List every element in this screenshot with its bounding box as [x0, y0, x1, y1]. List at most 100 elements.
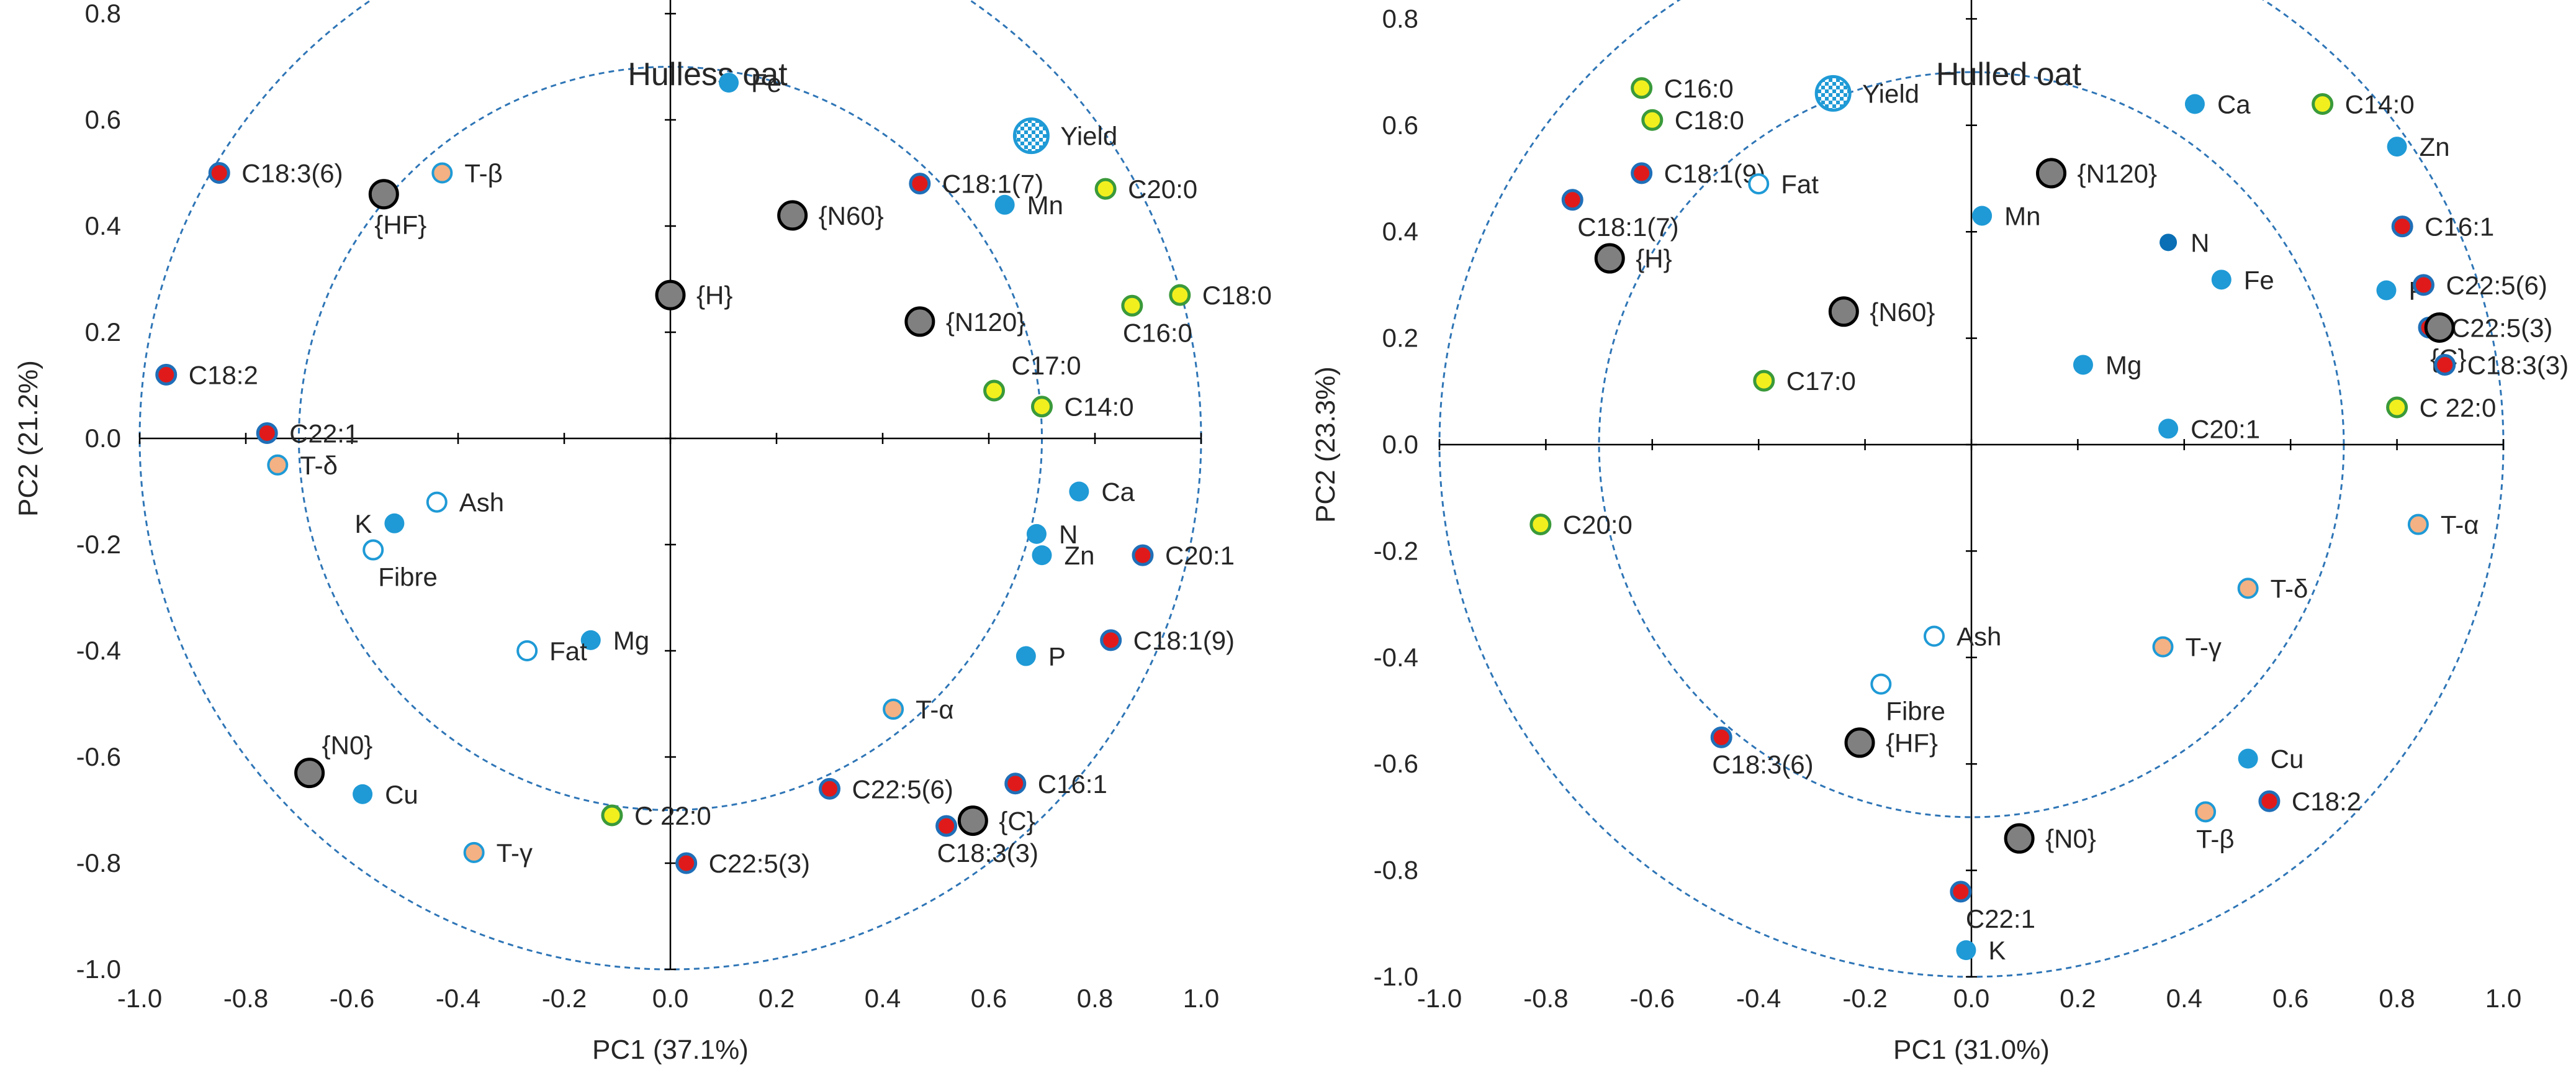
x-tick-label: 1.0: [1183, 984, 1219, 1013]
point-c16-0: [1631, 77, 1653, 99]
point-zn: [2387, 137, 2407, 157]
y-tick-label: -1.0: [1374, 962, 1418, 991]
point-h: [1594, 243, 1625, 274]
chart-title: Hulless oat: [628, 57, 788, 93]
point-hf: [1844, 727, 1875, 758]
point-h: [655, 279, 686, 310]
x-tick-label: -0.2: [542, 984, 587, 1013]
y-tick-label: -0.6: [1374, 749, 1418, 778]
point-mg: [2073, 355, 2093, 375]
point-fe: [719, 73, 739, 93]
point-label-yield: Yield: [1060, 122, 1117, 151]
point-c16-0: [1121, 294, 1143, 317]
point-label-hf: {HF}: [1886, 728, 1938, 758]
point-label-c16-1: C16:1: [1038, 769, 1107, 799]
point-label-c18-3-3: C18:3(3): [2467, 350, 2569, 379]
y-axis-title: PC2 (23.3%): [1310, 366, 1341, 523]
x-tick-label: -1.0: [1417, 984, 1462, 1013]
point-label-c: {C}: [999, 807, 1035, 836]
point-label-t-α: T-α: [916, 695, 954, 724]
point-label-n60: {N60}: [1870, 297, 1935, 327]
y-tick-label: -1.0: [76, 954, 121, 984]
y-tick-label: 0.2: [1382, 324, 1418, 353]
y-tick-label: 0.0: [1382, 430, 1418, 459]
point-cu: [2238, 748, 2258, 769]
point-label-fe: Fe: [751, 68, 781, 97]
point-label-c20-1: C20:1: [2191, 414, 2260, 443]
point-k: [1956, 940, 1976, 961]
point-label-c20-0: C20:0: [1563, 510, 1633, 540]
point-fat: [1748, 173, 1770, 195]
x-tick-label: -0.6: [1630, 984, 1675, 1013]
point-label-c16-0: C16:0: [1123, 318, 1192, 347]
point-c18-2: [155, 363, 178, 386]
point-label-p: P: [1048, 642, 1066, 671]
point-n: [1026, 523, 1047, 544]
point-c17-0: [983, 379, 1006, 402]
point-c: [957, 805, 988, 836]
point-n0: [294, 758, 325, 789]
point-c20-0: [1529, 514, 1552, 536]
point-label-c20-0: C20:0: [1128, 174, 1197, 204]
point-c18-0: [1169, 284, 1191, 306]
point-c22-1: [1950, 881, 1972, 903]
x-tick-label: 0.4: [2166, 984, 2202, 1013]
point-label-c22-5-3: C22:5(3): [709, 849, 810, 878]
point-mn: [994, 194, 1015, 215]
x-tick-label: 0.2: [759, 984, 795, 1013]
point-c20-1: [1132, 544, 1154, 566]
point-label-c22-5-6: C22:5(6): [2446, 271, 2547, 300]
x-tick-label: -0.6: [330, 984, 374, 1013]
chart-hulled-oat: -1.0-0.8-0.6-0.4-0.20.00.20.40.60.81.01.…: [1310, 0, 2569, 1065]
point-label-c17-0: C17:0: [1012, 351, 1081, 380]
point-label-mn: Mn: [1027, 191, 1063, 220]
point-label-fibre: Fibre: [1886, 697, 1945, 726]
point-label-c22-5-3: C22:5(3): [2451, 313, 2552, 342]
point-label-c22-1: C22:1: [289, 419, 359, 448]
point-label-mn: Mn: [2004, 201, 2040, 230]
x-tick-label: -0.2: [1842, 984, 1887, 1013]
point-cu: [353, 784, 373, 804]
point-label-c-22-0: C 22:0: [2420, 393, 2497, 422]
point-c-22-0: [2386, 396, 2408, 419]
point-c18-0: [1641, 109, 1664, 131]
x-tick-label: 0.2: [2060, 984, 2096, 1013]
point-t-α: [883, 699, 904, 720]
point-fibre: [363, 539, 384, 561]
point-n120: [2036, 158, 2067, 189]
point-label-ca: Ca: [2217, 90, 2251, 119]
point-c18-2: [2258, 790, 2281, 812]
point-label-fibre: Fibre: [378, 563, 438, 592]
point-c22-5-3: [675, 852, 698, 874]
point-label-t-γ: T-γ: [2186, 633, 2222, 662]
y-tick-label: 0.8: [1382, 4, 1418, 33]
point-label-zn: Zn: [1065, 541, 1095, 570]
point-n60: [777, 200, 808, 231]
point-label-h: {H}: [696, 281, 732, 310]
point-label-fe: Fe: [2244, 265, 2274, 294]
point-label-cu: Cu: [2271, 745, 2304, 774]
point-k: [384, 513, 405, 533]
point-c18-3-3: [935, 815, 958, 837]
point-label-c22-5-6: C22:5(6): [852, 774, 953, 804]
point-label-hf: {HF}: [374, 211, 426, 240]
x-tick-label: 0.6: [2272, 984, 2308, 1013]
point-c18-3-6: [1710, 726, 1732, 748]
point-fibre: [1870, 673, 1892, 695]
point-n: [2159, 233, 2177, 251]
y-axis-title: PC2 (21.2%): [13, 360, 43, 517]
point-c18-1-9: [1631, 162, 1653, 184]
point-c17-0: [1753, 369, 1775, 392]
point-p: [2376, 280, 2397, 301]
x-tick-label: -0.8: [1523, 984, 1568, 1013]
point-t-δ: [2237, 578, 2259, 599]
point-fat: [516, 640, 538, 661]
point-label-c17-0: C17:0: [1786, 366, 1856, 396]
point-label-zn: Zn: [2420, 132, 2450, 161]
point-p: [1016, 646, 1036, 666]
point-c20-1: [2158, 419, 2179, 439]
y-tick-label: 0.6: [1382, 111, 1418, 140]
point-c: [2424, 312, 2455, 343]
x-tick-label: 0.8: [1077, 984, 1113, 1013]
point-c16-1: [1004, 773, 1027, 795]
